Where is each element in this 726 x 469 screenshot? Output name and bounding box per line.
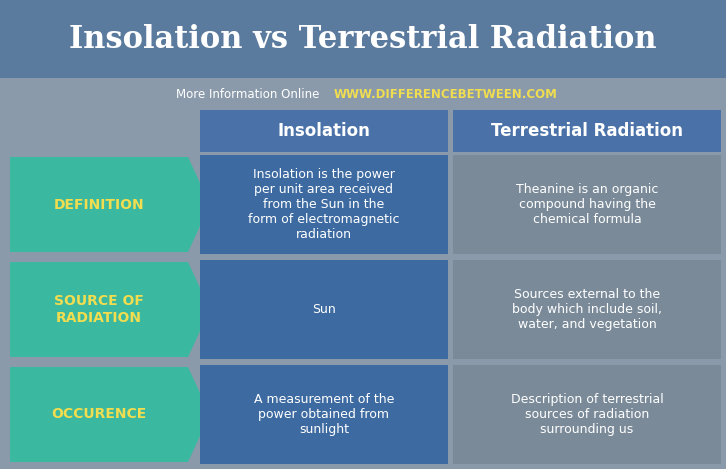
Polygon shape <box>10 157 210 252</box>
Text: More Information Online: More Information Online <box>176 88 319 100</box>
Text: DEFINITION: DEFINITION <box>54 197 144 212</box>
FancyBboxPatch shape <box>200 155 448 254</box>
Text: Insolation vs Terrestrial Radiation: Insolation vs Terrestrial Radiation <box>69 23 657 54</box>
Text: Sun: Sun <box>312 303 336 316</box>
FancyBboxPatch shape <box>453 110 721 152</box>
FancyBboxPatch shape <box>453 260 721 359</box>
FancyBboxPatch shape <box>453 155 721 254</box>
FancyBboxPatch shape <box>200 260 448 359</box>
Text: A measurement of the
power obtained from
sunlight: A measurement of the power obtained from… <box>254 393 394 436</box>
FancyBboxPatch shape <box>200 365 448 464</box>
Text: Sources external to the
body which include soil,
water, and vegetation: Sources external to the body which inclu… <box>512 288 662 331</box>
FancyBboxPatch shape <box>453 365 721 464</box>
Text: Theanine is an organic
compound having the
chemical formula: Theanine is an organic compound having t… <box>515 183 658 226</box>
FancyBboxPatch shape <box>200 110 448 152</box>
Text: OCCURENCE: OCCURENCE <box>52 408 147 422</box>
Text: WWW.DIFFERENCEBETWEEN.COM: WWW.DIFFERENCEBETWEEN.COM <box>334 88 558 100</box>
Polygon shape <box>10 367 210 462</box>
Text: Description of terrestrial
sources of radiation
surrounding us: Description of terrestrial sources of ra… <box>510 393 664 436</box>
FancyBboxPatch shape <box>0 0 726 78</box>
Text: Terrestrial Radiation: Terrestrial Radiation <box>491 122 683 140</box>
Text: Insolation: Insolation <box>277 122 370 140</box>
Text: Insolation is the power
per unit area received
from the Sun in the
form of elect: Insolation is the power per unit area re… <box>248 168 400 241</box>
Polygon shape <box>10 262 210 357</box>
Text: SOURCE OF
RADIATION: SOURCE OF RADIATION <box>54 295 144 325</box>
